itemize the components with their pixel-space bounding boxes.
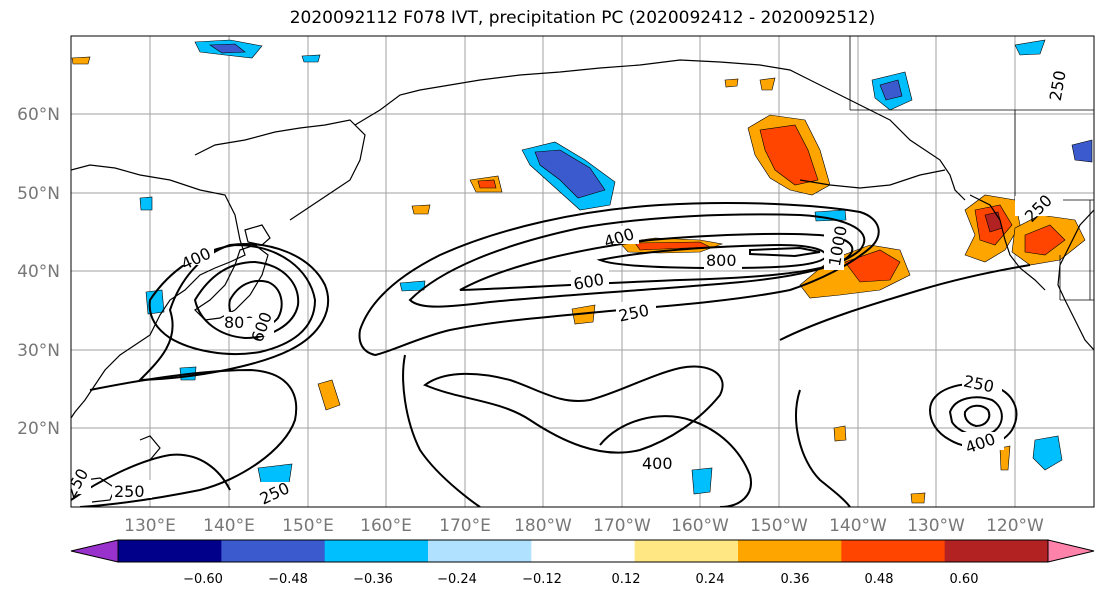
ivt-contours (71, 201, 1031, 507)
colorbar-label: 0.24 (696, 572, 725, 587)
colorbar-segment (738, 540, 842, 562)
colorbar-segments (117, 539, 1049, 563)
precip-patch (1032, 435, 1063, 471)
colorbar-extend-low (70, 539, 119, 563)
precip-patch (999, 445, 1011, 471)
lon-label: 130°W (907, 516, 965, 536)
colorbar-extend-high (1047, 539, 1095, 563)
contour-label: 800 (706, 251, 737, 270)
colorbar-label: −0.36 (353, 572, 393, 587)
colorbar-label: −0.12 (522, 572, 562, 587)
precip-patch (534, 149, 606, 199)
colorbar-label: −0.60 (183, 572, 223, 587)
colorbar-label: −0.48 (268, 572, 308, 587)
precip-patch (571, 304, 596, 325)
lon-label: 170°E (439, 516, 491, 536)
ivt-contour-600-asia (193, 260, 300, 340)
colorbar-segment (428, 540, 532, 562)
colorbar-segment (841, 540, 946, 562)
precip-patch (411, 204, 431, 215)
lon-label: 140°W (829, 516, 887, 536)
lat-label: 60°N (17, 105, 60, 125)
precip-patch (1071, 139, 1093, 163)
ivt-contour-250-pacific (358, 201, 880, 357)
ivt-contour-250 (79, 368, 298, 507)
precip-positive-patches (71, 56, 1086, 504)
colorbar-segment (221, 540, 326, 562)
lon-label: 160°W (671, 516, 729, 536)
colorbar-label: −0.24 (437, 572, 477, 587)
political-borders (849, 36, 1094, 301)
lon-label: 180°W (514, 516, 572, 536)
ivt-contour-250-se (795, 389, 851, 507)
ivt-contour-400-central (423, 365, 724, 454)
map-title: 2020092112 F078 IVT, precipitation PC (2… (289, 8, 876, 28)
ivt-contour-250-inner (137, 243, 330, 382)
precip-patch (724, 78, 739, 88)
lat-labels: 60°N 50°N 40°N 30°N 20°N (17, 105, 60, 439)
precip-patch (399, 280, 426, 292)
precip-patch (759, 77, 776, 91)
precip-patch (1014, 39, 1046, 56)
lat-label: 40°N (17, 262, 60, 282)
coastlines (71, 59, 1094, 503)
precip-patch (691, 467, 713, 495)
contour-label: 400 (642, 454, 673, 473)
precip-patch (833, 425, 847, 442)
precip-patch (317, 379, 341, 411)
ivt-contour-250-low (928, 382, 1018, 448)
precip-patch (71, 56, 91, 65)
precip-patch (879, 79, 903, 101)
colorbar-segment (531, 540, 636, 562)
precip-patch (759, 124, 819, 186)
lon-label: 170°W (593, 516, 651, 536)
colorbar-segment (324, 540, 429, 562)
lon-label: 140°E (203, 516, 255, 536)
colorbar-label: 0.60 (950, 572, 979, 587)
colorbar-segment (634, 540, 739, 562)
colorbar-label: 0.36 (781, 572, 810, 587)
ivt-contour-400-pacific (408, 213, 866, 308)
colorbar-segment (944, 540, 1049, 562)
lat-label: 20°N (17, 419, 60, 439)
ivt-contour-250-east (402, 354, 481, 507)
ivt-contour-600-pacific (459, 232, 854, 291)
ivt-contour-250-east2 (779, 264, 1031, 341)
precip-negative-patches (139, 39, 1093, 495)
lon-labels: 130°E 140°E 150°E 160°E 170°E 180°W 170°… (124, 516, 1044, 536)
colorbar-labels: −0.60 −0.48 −0.36 −0.24 −0.12 0.12 0.24 … (183, 572, 978, 587)
colorbar-label: 0.12 (612, 572, 641, 587)
colorbar-segment (118, 540, 222, 562)
ivt-contour-1000 (749, 246, 821, 258)
lon-label: 150°E (282, 516, 334, 536)
precip-patch (139, 196, 153, 211)
precip-patch (301, 54, 321, 63)
ivt-contour-600-low (963, 404, 991, 428)
lon-label: 120°W (986, 516, 1044, 536)
ivt-contour-250-sw (71, 453, 231, 501)
contour-label: 250 (114, 482, 145, 501)
lat-label: 50°N (17, 184, 60, 204)
lat-label: 30°N (17, 341, 60, 361)
precip-patch (910, 492, 926, 504)
ivt-contour-400-south (599, 415, 752, 507)
precip-patch (477, 179, 497, 189)
colorbar-label: 0.48 (865, 572, 894, 587)
precip-patch (844, 249, 901, 283)
ivt-contour-400-asia (148, 243, 317, 355)
lon-label: 130°E (124, 516, 176, 536)
lon-label: 150°W (750, 516, 808, 536)
precip-patch (209, 43, 246, 54)
lon-label: 160°E (360, 516, 412, 536)
plot-frame (70, 35, 1095, 508)
colorbar: −0.60 −0.48 −0.36 −0.24 −0.12 0.12 0.24 … (70, 539, 1095, 587)
precip-patch (1024, 224, 1066, 256)
